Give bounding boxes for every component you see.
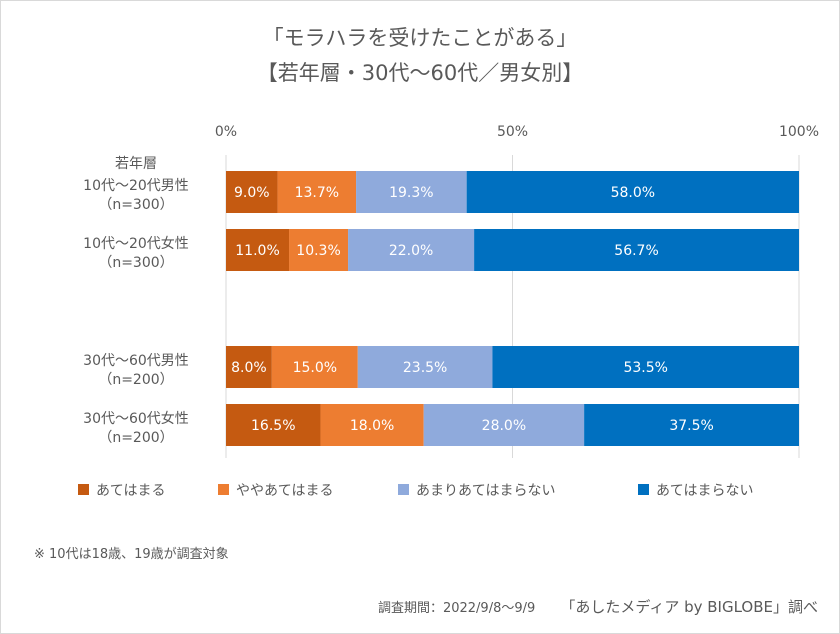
bar-segment	[492, 346, 799, 388]
category-label: 10代〜20代男性（n=300）	[83, 178, 189, 213]
legend-label: あてはまらない	[656, 483, 753, 499]
category-group-label: 若年層	[115, 156, 157, 172]
legend-swatch	[78, 484, 89, 495]
category-label: 30代〜60代女性（n=200）	[83, 410, 189, 446]
bar-segment	[348, 229, 475, 271]
legend-label: あまりあてはまらない	[416, 483, 555, 499]
data-label: 18.0%	[350, 418, 394, 434]
data-label: 28.0%	[482, 418, 526, 434]
chart-title-line1: 「モラハラを受けたことがある」	[262, 26, 578, 50]
footnote: ※ 10代は18歳、19歳が調査対象	[34, 547, 229, 562]
bar-segment	[271, 346, 358, 388]
data-label: 22.0%	[389, 243, 433, 259]
legend-swatch	[638, 484, 649, 495]
bar-segment	[320, 404, 424, 446]
data-label: 10.3%	[296, 243, 340, 259]
bar-segment	[466, 171, 799, 213]
bar-segment	[226, 229, 290, 271]
legend-swatch	[398, 484, 409, 495]
bar-segment	[226, 404, 321, 446]
data-label: 53.5%	[623, 360, 667, 376]
bar-segment	[226, 171, 278, 213]
bar-segment	[357, 346, 493, 388]
x-tick-label: 0%	[215, 124, 237, 140]
data-label: 37.5%	[669, 418, 713, 434]
data-label: 11.0%	[235, 243, 279, 259]
legend-label: あてはまる	[96, 483, 165, 499]
data-label: 19.3%	[389, 185, 433, 201]
legend-swatch	[218, 484, 229, 495]
bar-segment	[277, 171, 357, 213]
bar-segment	[289, 229, 349, 271]
source-credit: 「あしたメディア by BIGLOBE」調べ	[560, 598, 818, 616]
bar-segment	[474, 229, 799, 271]
x-tick-label: 100%	[779, 124, 819, 140]
legend-label: ややあてはまる	[236, 483, 333, 499]
bar-segment	[226, 346, 272, 388]
category-label: 30代〜60代男性（n=200）	[83, 353, 189, 388]
footer: 調査期間：2022/9/8〜9/9 「あしたメディア by BIGLOBE」調べ	[378, 596, 818, 617]
data-label: 58.0%	[611, 185, 655, 201]
bar-segment	[356, 171, 467, 213]
data-label: 9.0%	[234, 185, 270, 201]
x-tick-label: 50%	[497, 124, 528, 140]
data-label: 16.5%	[251, 418, 295, 434]
data-label: 15.0%	[293, 360, 337, 376]
bar-segment	[584, 404, 799, 446]
data-label: 13.7%	[295, 185, 339, 201]
chart-title-line2: 【若年層・30代〜60代／男女別】	[256, 61, 584, 85]
bar-segment	[423, 404, 585, 446]
survey-period: 調査期間：2022/9/8〜9/9	[377, 601, 536, 616]
category-label: 10代〜20代女性（n=300）	[83, 235, 189, 271]
data-label: 56.7%	[614, 243, 658, 259]
data-label: 23.5%	[403, 360, 447, 376]
data-label: 8.0%	[231, 360, 267, 376]
